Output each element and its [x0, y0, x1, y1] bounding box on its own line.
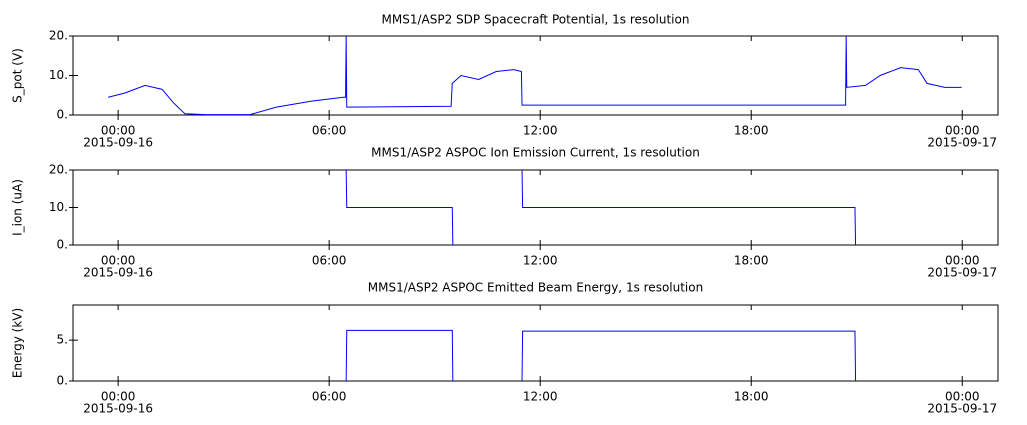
x-tick-label: 18:00 [734, 124, 769, 138]
x-tick-label: 12:00 [523, 254, 558, 268]
x-tick-label: 06:00 [312, 254, 347, 268]
x-tick-label: 06:00 [312, 390, 347, 404]
x-tick-label: 18:00 [734, 390, 769, 404]
x-tick-label: 12:00 [523, 124, 558, 138]
x-tick-label: 2015-09-17 [927, 266, 997, 280]
chart-title: MMS1/ASP2 SDP Spacecraft Potential, 1s r… [382, 13, 690, 27]
chart-title: MMS1/ASP2 ASPOC Emitted Beam Energy, 1s … [368, 281, 703, 295]
x-tick-label: 06:00 [312, 124, 347, 138]
y-axis-label: Energy (kV) [11, 308, 25, 378]
x-tick-label: 2015-09-16 [83, 136, 153, 150]
x-tick-label: 2015-09-16 [83, 266, 153, 280]
y-tick-label: 0. [57, 374, 68, 388]
x-tick-label: 18:00 [734, 254, 769, 268]
y-tick-label: 20. [49, 163, 68, 177]
y-tick-label: 5. [57, 333, 68, 347]
data-line [345, 169, 857, 246]
chart-title: MMS1/ASP2 ASPOC Ion Emission Current, 1s… [371, 146, 700, 160]
y-tick-label: 10. [49, 200, 68, 214]
x-tick-label: 00:00 [101, 254, 136, 268]
y-axis-label: I_ion (uA) [11, 179, 25, 236]
y-tick-label: 0. [57, 238, 68, 252]
y-tick-label: 20. [49, 29, 68, 43]
y-tick-label: 0. [57, 108, 68, 122]
data-line [108, 35, 962, 116]
x-tick-label: 2015-09-16 [83, 402, 153, 416]
plot-box [72, 35, 999, 116]
x-tick-label: 12:00 [523, 390, 558, 404]
data-line [345, 329, 857, 382]
x-tick-label: 00:00 [945, 124, 980, 138]
x-tick-label: 00:00 [101, 390, 136, 404]
x-tick-label: 00:00 [101, 124, 136, 138]
x-tick-label: 00:00 [945, 254, 980, 268]
y-axis-label: S_pot (V) [11, 48, 25, 103]
y-tick-label: 10. [49, 68, 68, 82]
x-tick-label: 2015-09-17 [927, 402, 997, 416]
plot-box [72, 304, 999, 382]
x-tick-label: 00:00 [945, 390, 980, 404]
x-tick-label: 2015-09-17 [927, 136, 997, 150]
